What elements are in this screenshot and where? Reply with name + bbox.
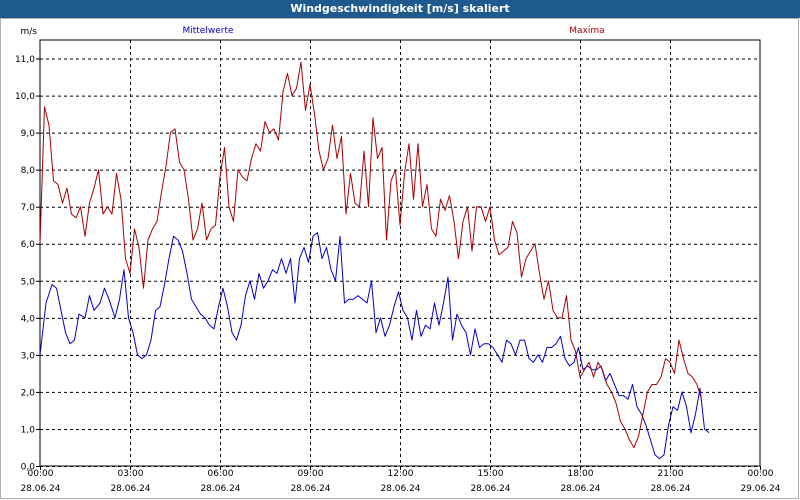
x-tick-time: 03:00 [118, 469, 144, 479]
x-tick-time: 00:00 [28, 469, 54, 479]
x-tick-date: 28.06.24 [290, 484, 330, 494]
y-tick-label: 5,0 [21, 277, 36, 287]
y-tick-label: 0,0 [21, 463, 36, 473]
x-tick-time: 09:00 [298, 469, 324, 479]
x-tick-time: 15:00 [478, 469, 504, 479]
chart-border [0, 18, 799, 499]
x-tick-time: 21:00 [658, 469, 684, 479]
y-unit-label: m/s [21, 27, 38, 37]
y-tick-label: 6,0 [21, 240, 36, 250]
x-tick-time: 00:00 [748, 469, 774, 479]
y-tick-label: 8,0 [21, 166, 36, 176]
y-tick-label: 3,0 [21, 351, 36, 361]
y-tick-label: 2,0 [21, 388, 36, 398]
x-tick-date: 29.06.24 [740, 484, 780, 494]
x-tick-time: 12:00 [388, 469, 414, 479]
x-tick-date: 28.06.24 [560, 484, 600, 494]
chart-title: Windgeschwindigkeit [m/s] skaliert [0, 0, 800, 18]
y-tick-label: 4,0 [21, 314, 36, 324]
x-tick-date: 28.06.24 [200, 484, 240, 494]
y-tick-label: 1,0 [21, 425, 36, 435]
y-tick-label: 10,0 [15, 92, 35, 102]
x-tick-time: 18:00 [568, 469, 594, 479]
y-tick-label: 11,0 [15, 55, 35, 65]
legend-mittelwerte: Mittelwerte [182, 26, 233, 36]
y-tick-label: 9,0 [21, 129, 36, 139]
x-tick-date: 28.06.24 [380, 484, 420, 494]
legend-maxima: Maxima [569, 26, 604, 36]
x-tick-date: 28.06.24 [650, 484, 690, 494]
series-line-mittelwerte [39, 232, 710, 460]
y-tick-label: 7,0 [21, 203, 36, 213]
wind-speed-chart: 0,0 1,0 2,0 3,0 4,0 5,0 6,0 7,0 8,0 9,0 10,0 11,0 m/… [0, 18, 799, 499]
series-line-maxima [39, 61, 702, 448]
x-tick-date: 28.06.24 [20, 484, 60, 494]
x-tick-date: 28.06.24 [110, 484, 150, 494]
x-tick-date: 28.06.24 [470, 484, 510, 494]
x-tick-time: 06:00 [208, 469, 234, 479]
